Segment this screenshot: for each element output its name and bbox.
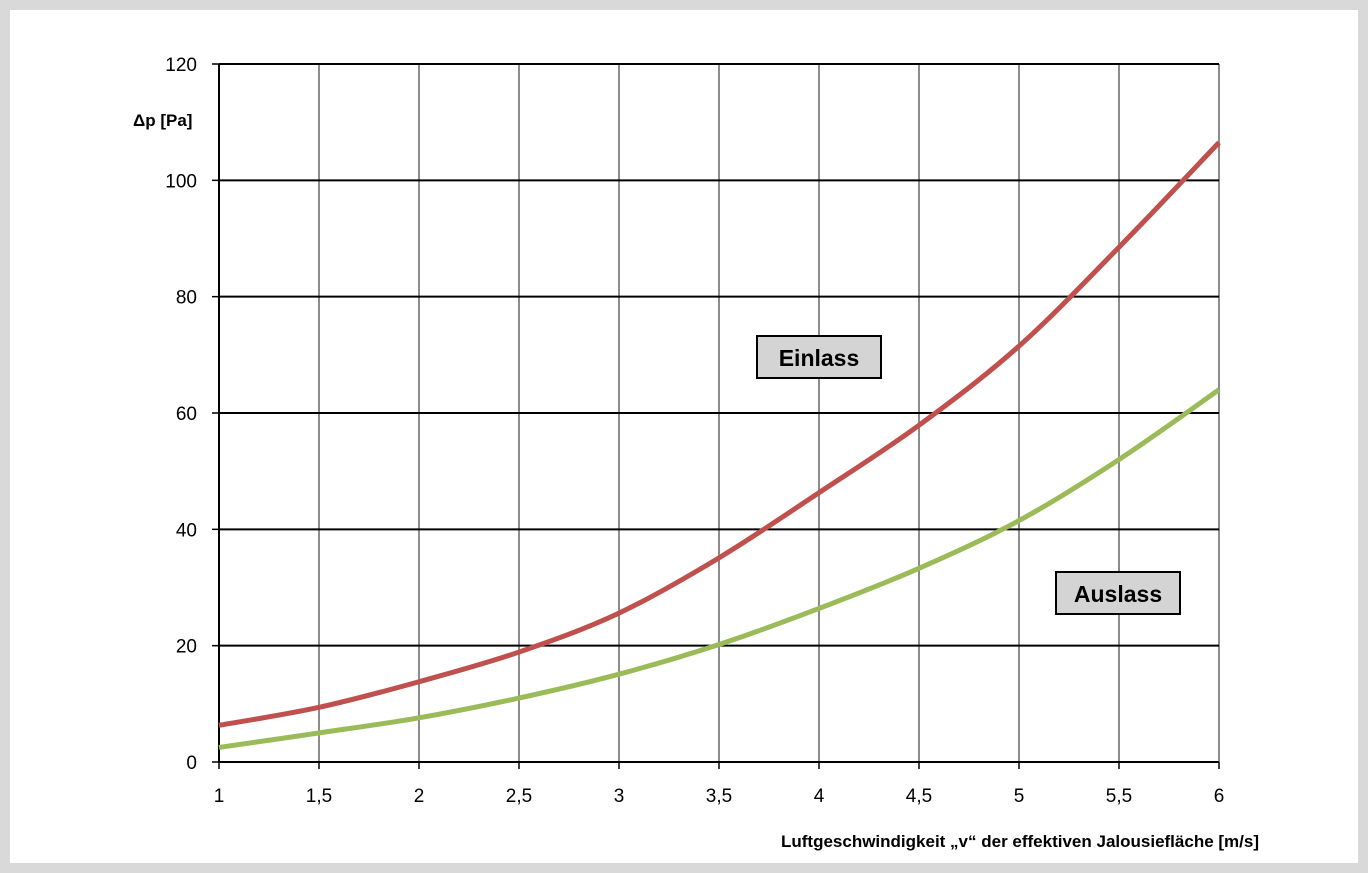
- x-tick-label: 6: [1214, 786, 1225, 807]
- series-line-einlass: [218, 140, 1221, 728]
- x-tick-label: 4: [814, 786, 825, 807]
- axes: [212, 63, 1220, 769]
- x-tick-label: 4,5: [906, 786, 932, 807]
- x-axis-title: Luftgeschwindigkeit „v“ der effektiven J…: [781, 832, 1259, 851]
- legend-label-auslass-box: [1055, 571, 1181, 615]
- legend-label-auslass: Auslass: [1055, 571, 1181, 615]
- y-tick-label: 20: [176, 637, 197, 658]
- series-line-auslass: [218, 387, 1221, 750]
- x-tick-label: 3: [614, 786, 625, 807]
- y-axis-title: Δp [Pa]: [133, 111, 192, 130]
- y-tick-label: 40: [176, 520, 197, 541]
- y-tick-label: 80: [176, 288, 197, 309]
- series-lines: [218, 140, 1221, 750]
- legend-label-einlass-box: [756, 335, 882, 379]
- x-tick-label: 1,5: [306, 786, 332, 807]
- x-tick-label: 5: [1014, 786, 1025, 807]
- legend-label-auslass-text: Auslass: [1074, 581, 1162, 607]
- grid: [219, 63, 1220, 762]
- y-tick-label: 120: [165, 55, 197, 76]
- x-tick-label: 2,5: [506, 786, 532, 807]
- legend-label-einlass: Einlass: [756, 335, 882, 379]
- legend-label-einlass-text: Einlass: [779, 345, 860, 371]
- x-tick-label: 2: [414, 786, 425, 807]
- x-tick-label: 5,5: [1106, 786, 1132, 807]
- x-tick-label: 3,5: [706, 786, 732, 807]
- y-tick-label: 60: [176, 404, 197, 425]
- y-tick-label: 0: [186, 753, 197, 774]
- y-tick-label: 100: [165, 171, 197, 192]
- x-tick-label: 1: [214, 786, 225, 807]
